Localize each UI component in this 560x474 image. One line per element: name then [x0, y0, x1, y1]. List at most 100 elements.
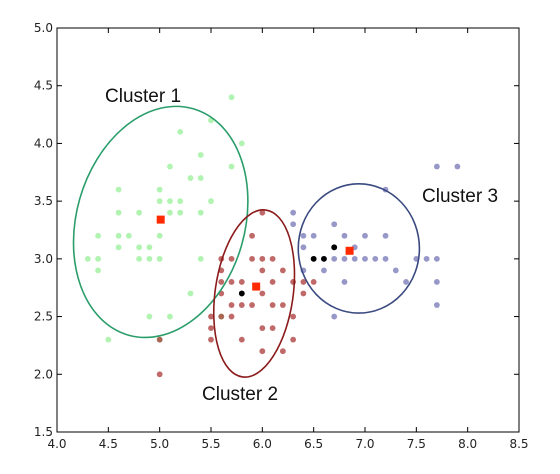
point-c2-20 [269, 302, 276, 308]
point-c3-30 [290, 209, 297, 216]
y-tick-label-0: 1.5 [34, 425, 53, 439]
point-c3-4 [331, 313, 338, 320]
x-tick-label-2: 5.0 [150, 437, 169, 451]
point-c2-2 [208, 336, 214, 343]
point-c2-13 [249, 255, 255, 262]
point-c2-14 [249, 232, 255, 239]
point-c3-0 [300, 244, 307, 251]
point-c1-4 [105, 336, 112, 343]
point-c2-0 [156, 371, 163, 378]
point-c2-3 [208, 313, 214, 320]
point-c3-5 [331, 255, 338, 262]
point-c3-18 [423, 255, 430, 262]
point-c2-34 [249, 302, 255, 308]
x-tick-label-0: 4.0 [47, 437, 66, 451]
point-c1-37 [238, 140, 245, 147]
point-c3-17 [403, 279, 409, 285]
point-c1-24 [167, 163, 173, 170]
point-c1-7 [115, 209, 122, 216]
cluster-2-label: Cluster 2 [202, 384, 278, 405]
cluster-2-ellipse [212, 209, 296, 378]
point-c1-12 [136, 209, 143, 216]
centroid-1 [156, 215, 165, 224]
point-c1-22 [167, 209, 173, 216]
point-c3-22 [433, 163, 440, 170]
point-c2-25 [290, 336, 297, 343]
point-c1-19 [156, 198, 163, 205]
point-c2-21 [269, 279, 276, 285]
point-c2-35 [279, 302, 286, 308]
y-tick-label-7: 5.0 [34, 21, 53, 35]
point-c1-10 [136, 255, 143, 262]
point-c3-16 [392, 267, 399, 274]
cluster-1-label: Cluster 1 [105, 86, 181, 107]
point-c3-21 [433, 255, 440, 262]
x-tick-label-4: 6.0 [253, 437, 272, 451]
y-tick-label-4: 3.5 [34, 194, 53, 208]
point-c2-32 [228, 313, 235, 320]
point-c2-36 [269, 325, 276, 332]
y-tick-label-2: 2.5 [34, 310, 53, 324]
point-c3-27 [321, 267, 327, 274]
dark-point-3 [331, 244, 338, 251]
point-c1-33 [208, 198, 214, 205]
point-c3-28 [341, 279, 348, 285]
y-tick-label-6: 4.5 [34, 79, 53, 93]
point-c3-11 [362, 232, 368, 239]
point-c1-32 [197, 152, 204, 158]
point-c1-1 [95, 267, 101, 274]
point-c2-24 [279, 267, 286, 274]
x-tick-label-6: 7.0 [355, 437, 374, 451]
dark-point-2 [321, 255, 327, 262]
point-c1-2 [95, 255, 101, 262]
point-c3-1 [300, 232, 307, 239]
point-c2-37 [218, 279, 225, 285]
cluster-3-ellipse [297, 183, 421, 314]
point-c1-23 [167, 198, 173, 205]
point-c3-29 [362, 255, 368, 262]
dark-point-0 [238, 290, 245, 297]
point-c1-35 [228, 163, 235, 170]
x-tick-label-3: 5.5 [201, 437, 220, 451]
point-c2-10 [228, 255, 235, 262]
x-tick-label-7: 7.5 [407, 437, 426, 451]
point-c3-19 [433, 302, 440, 308]
point-c1-5 [115, 244, 122, 251]
point-c1-6 [115, 232, 122, 239]
point-c2-18 [259, 255, 266, 262]
point-c1-3 [95, 232, 101, 239]
point-c1-31 [197, 175, 204, 181]
point-c3-25 [290, 221, 297, 228]
point-c2-30 [310, 279, 317, 285]
point-c2-23 [279, 348, 286, 355]
point-c3-24 [351, 255, 358, 262]
centroid-3 [345, 246, 354, 255]
ticks-layer: 4.0 4.5 5.0 5.5 6.0 6.5 7.0 7.5 8.0 8.5 1.5 2.0 2.5 3… [34, 21, 529, 451]
point-c1-25 [177, 209, 184, 216]
point-c2-15 [259, 348, 266, 355]
point-c2-31 [208, 325, 214, 332]
point-c3-26 [310, 232, 317, 239]
point-c1-36 [228, 94, 235, 101]
point-c1-20 [156, 186, 163, 193]
point-c3-20 [433, 279, 440, 285]
point-c2-1 [156, 336, 163, 343]
point-c1-18 [156, 232, 163, 239]
point-c2-11 [238, 302, 245, 308]
x-tick-label-9: 8.5 [509, 437, 528, 451]
point-c1-26 [177, 198, 184, 205]
point-c2-4 [218, 313, 225, 320]
point-c3-14 [382, 232, 389, 239]
x-tick-label-8: 8.0 [458, 437, 477, 451]
point-c3-12 [372, 255, 379, 262]
point-c1-9 [125, 232, 132, 239]
point-c1-17 [156, 255, 163, 262]
point-c2-9 [228, 279, 235, 285]
plot-frame [56, 27, 520, 433]
point-c2-29 [300, 279, 307, 285]
point-c3-8 [341, 255, 348, 262]
point-c2-16 [259, 290, 266, 297]
point-c1-21 [167, 313, 173, 320]
point-c2-26 [290, 313, 297, 320]
